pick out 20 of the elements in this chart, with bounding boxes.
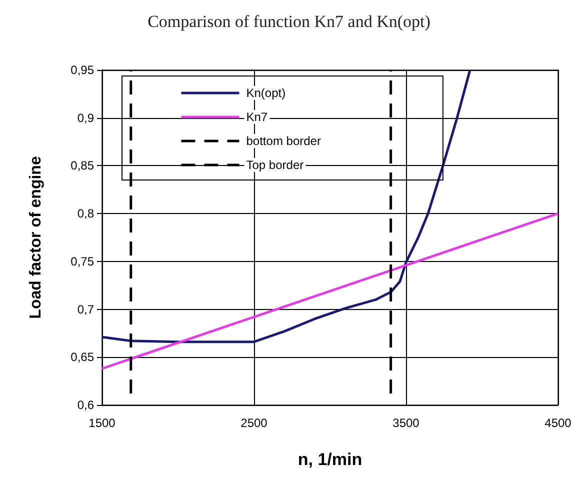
y-tick-label: 0,7 xyxy=(77,302,94,316)
legend-label: Kn7 xyxy=(246,110,268,124)
y-tick-label: 0,8 xyxy=(77,206,94,221)
legend-label: Kn(opt) xyxy=(246,86,286,100)
y-tick-label: 0,65 xyxy=(70,350,94,364)
x-tick-label: 3500 xyxy=(392,416,420,430)
legend-label: bottom border xyxy=(246,134,321,148)
y-tick-label: 0,6 xyxy=(77,398,94,412)
x-tick-label: 2500 xyxy=(240,416,268,430)
y-tick-label: 0,75 xyxy=(70,254,94,268)
y-tick-label: 0,9 xyxy=(77,110,94,125)
y-axis-title: Load factor of engine xyxy=(28,156,44,319)
x-tick-label: 4500 xyxy=(544,416,572,430)
y-tick-label: 0,85 xyxy=(70,158,94,173)
y-tick-label: 0,95 xyxy=(70,63,94,77)
x-axis-title: n, 1/min xyxy=(298,450,362,469)
legend-label: Top border xyxy=(246,158,304,172)
x-tick-label: 1500 xyxy=(88,416,116,430)
line-series xyxy=(100,68,472,344)
chart-title: Comparison of function Kn7 and Kn(opt) xyxy=(148,12,430,31)
